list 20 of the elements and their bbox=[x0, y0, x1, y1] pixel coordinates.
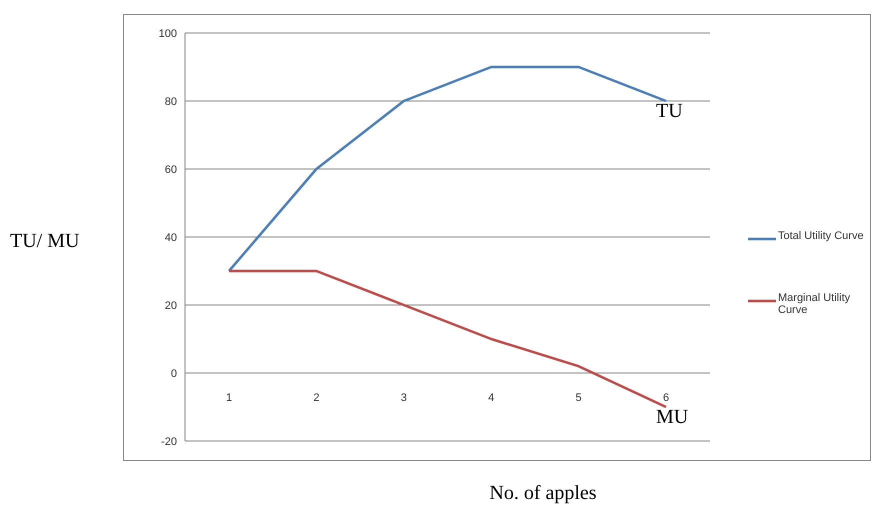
y-tick-label: -20 bbox=[161, 436, 177, 448]
y-tick-label: 60 bbox=[164, 164, 177, 176]
x-tick-label: 5 bbox=[576, 392, 582, 404]
y-tick-label: 100 bbox=[158, 28, 177, 40]
y-axis-title: TU/ MU bbox=[10, 230, 80, 253]
legend-label: Marginal Utility Curve bbox=[778, 292, 852, 316]
x-tick-label: 6 bbox=[662, 392, 670, 404]
y-tick-label: 80 bbox=[164, 96, 177, 108]
x-tick-label: 3 bbox=[400, 392, 407, 404]
x-tick-label: 4 bbox=[488, 392, 494, 404]
annotation: TU bbox=[656, 100, 684, 122]
line-series bbox=[228, 270, 668, 408]
x-tick-label: 2 bbox=[313, 392, 320, 404]
y-tick-label: 20 bbox=[164, 300, 177, 312]
x-axis-title: No. of apples bbox=[488, 482, 598, 505]
annotation: MU bbox=[656, 406, 689, 428]
y-tick-label: 40 bbox=[164, 232, 177, 244]
legend-label: Total Utility Curve bbox=[778, 230, 865, 242]
y-tick-label: 0 bbox=[170, 368, 177, 380]
x-tick-label: 1 bbox=[226, 392, 232, 404]
